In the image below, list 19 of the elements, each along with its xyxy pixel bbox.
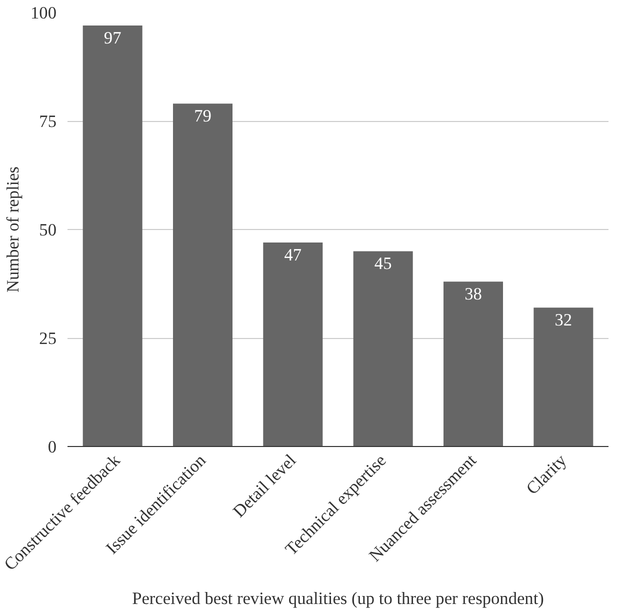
data-label: 45 bbox=[374, 254, 392, 274]
y-tick-label: 25 bbox=[39, 329, 56, 348]
y-tick-label: 50 bbox=[39, 220, 56, 240]
bar bbox=[353, 251, 413, 446]
data-label: 47 bbox=[284, 246, 302, 265]
y-tick-label: 0 bbox=[48, 438, 57, 456]
data-label: 79 bbox=[194, 106, 212, 126]
data-label: 38 bbox=[464, 284, 482, 304]
bar bbox=[172, 104, 233, 446]
bar bbox=[263, 242, 323, 446]
data-label: 97 bbox=[104, 28, 122, 48]
bar bbox=[534, 308, 594, 446]
bar bbox=[443, 282, 504, 446]
data-label: 32 bbox=[554, 310, 572, 330]
y-tick-label: 75 bbox=[39, 112, 56, 131]
x-axis-title: Perceived best review qualities (up to three per respondent) bbox=[132, 588, 544, 608]
bar bbox=[82, 26, 142, 446]
y-axis-title: Number of replies bbox=[4, 166, 23, 293]
y-tick-label: 100 bbox=[30, 4, 57, 22]
